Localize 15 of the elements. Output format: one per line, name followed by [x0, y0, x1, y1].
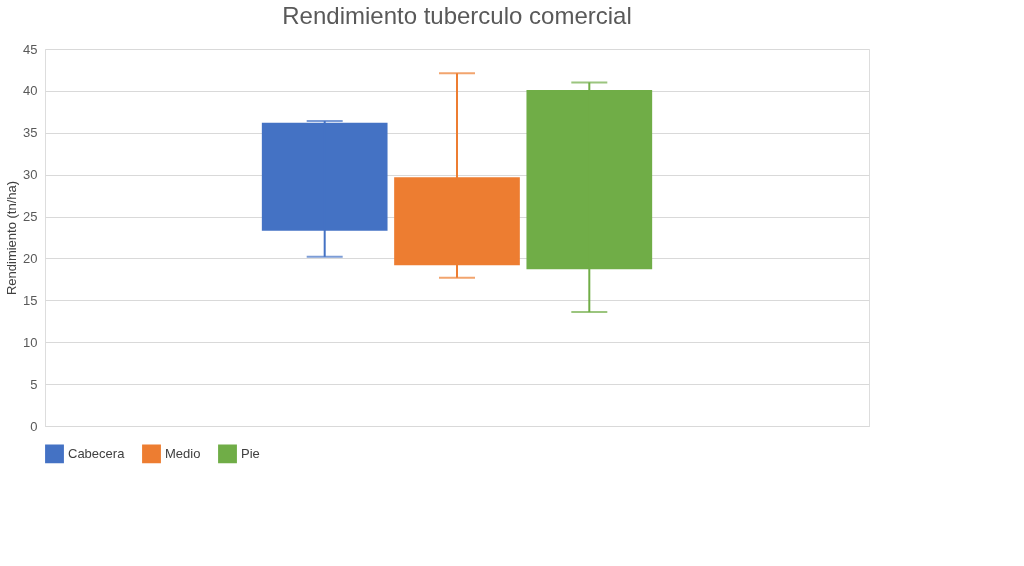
- y-tick-label: 25: [23, 209, 38, 225]
- legend-label: Pie: [241, 445, 260, 461]
- legend-label: Medio: [165, 445, 201, 461]
- legend-label: Cabecera: [68, 445, 126, 461]
- chart-title: Rendimiento tuberculo comercial: [282, 2, 632, 29]
- y-tick-label: 5: [30, 376, 38, 392]
- y-tick-label: 35: [23, 125, 38, 141]
- y-tick-label: 10: [23, 334, 38, 350]
- y-axis-title: Rendimiento (tn/ha): [4, 180, 20, 296]
- y-tick-label: 40: [23, 83, 38, 99]
- y-tick-label: 15: [23, 292, 38, 308]
- y-tick-label: 45: [23, 41, 38, 57]
- y-tick-label: 30: [23, 167, 38, 183]
- y-tick-label: 0: [30, 418, 38, 434]
- y-tick-label: 20: [23, 250, 38, 266]
